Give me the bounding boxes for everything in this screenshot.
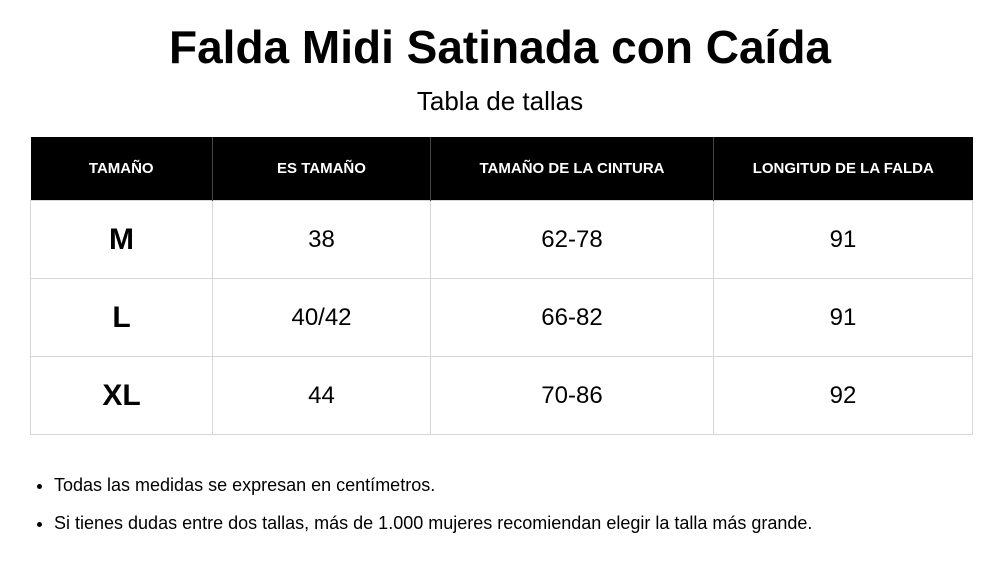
column-header: ES TAMAÑO — [212, 137, 431, 201]
table-cell: 66-82 — [430, 278, 714, 357]
size-cell: M — [30, 200, 213, 279]
note: Todas las medidas se expresan en centíme… — [54, 466, 812, 504]
title: Falda Midi Satinada con Caída — [168, 21, 831, 73]
table-cell: 38 — [212, 200, 431, 279]
table-head: TAMAÑO ES TAMAÑO TAMAÑO DE LA CINTURA LO… — [30, 137, 973, 201]
column-header: TAMAÑO DE LA CINTURA — [430, 137, 714, 201]
table-cell: 40/42 — [212, 278, 431, 357]
table-row: M 38 62-78 91 — [30, 200, 973, 279]
table-cell: 91 — [713, 200, 973, 279]
size-cell: XL — [30, 356, 213, 435]
subtitle: Tabla de tallas — [416, 86, 584, 116]
table-row: L 40/42 66-82 91 — [30, 278, 973, 357]
note: Si tienes dudas entre dos tallas, más de… — [54, 504, 812, 542]
table-row: XL 44 70-86 92 — [30, 356, 973, 435]
notes: Todas las medidas se expresan en centíme… — [30, 466, 812, 542]
table-cell: 44 — [212, 356, 431, 435]
header-row: TAMAÑO ES TAMAÑO TAMAÑO DE LA CINTURA LO… — [30, 137, 973, 201]
table-cell: 91 — [713, 278, 973, 357]
table-body: M 38 62-78 91 L 40/42 66-82 91 XL 44 70-86 92 — [30, 200, 973, 435]
table-cell: 92 — [713, 356, 973, 435]
size-cell: L — [30, 278, 213, 357]
column-header: TAMAÑO — [30, 137, 213, 201]
table-cell: 70-86 — [430, 356, 714, 435]
table-cell: 62-78 — [430, 200, 714, 279]
column-header: LONGITUD DE LA FALDA — [713, 137, 973, 201]
size-table: TAMAÑO ES TAMAÑO TAMAÑO DE LA CINTURA LO… — [30, 137, 973, 435]
